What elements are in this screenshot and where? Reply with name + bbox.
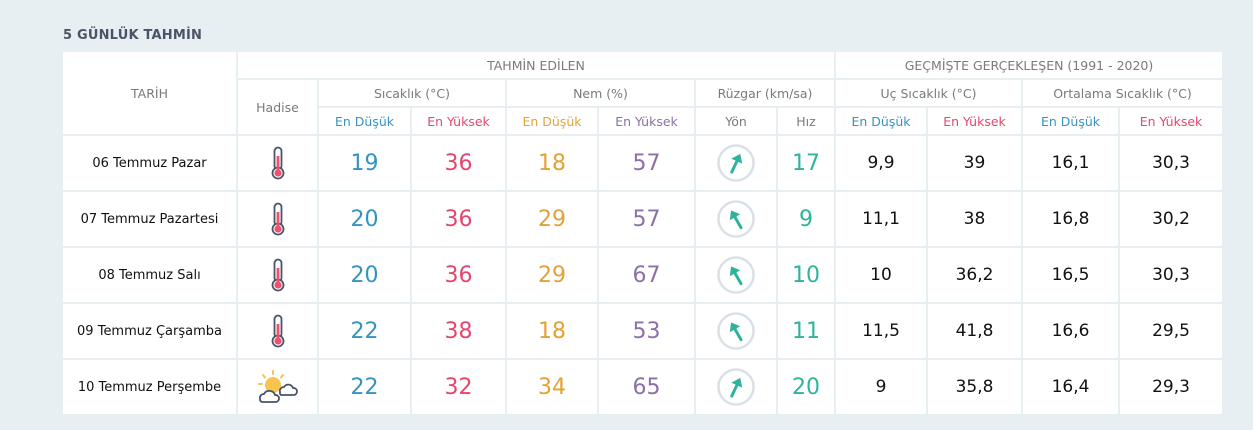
header-avg-max: En Yüksek [1120,108,1222,134]
wind-direction-arrow-icon [717,368,755,406]
humidity-max-cell: 57 [599,192,694,246]
humidity-min-cell: 18 [507,304,597,358]
temp-max-cell: 36 [412,192,505,246]
header-ruzgar: Rüzgar (km/sa) [696,80,834,106]
header-hum-max: En Yüksek [599,108,694,134]
wind-direction-cell [696,360,776,414]
header-avg-min: En Düşük [1023,108,1118,134]
wind-direction-arrow-icon [717,312,755,350]
temp-max-cell: 36 [412,248,505,302]
wind-direction-cell [696,304,776,358]
humidity-max-cell: 57 [599,136,694,190]
humidity-max-cell: 53 [599,304,694,358]
temp-min-cell: 20 [319,248,410,302]
header-tarih: TARİH [63,52,236,134]
thermometer-icon [268,146,288,180]
humidity-min-cell: 29 [507,192,597,246]
header-tahmin-edilen: TAHMİN EDİLEN [238,52,834,78]
weather-cell [238,248,317,302]
extreme-min-cell: 9,9 [836,136,926,190]
thermometer-icon [268,314,288,348]
temp-max-cell: 38 [412,304,505,358]
wind-speed-cell: 9 [778,192,834,246]
wind-direction-cell [696,192,776,246]
weather-cell [238,304,317,358]
wind-direction-arrow-icon [717,256,755,294]
humidity-min-cell: 18 [507,136,597,190]
header-uc-sicaklik: Uç Sıcaklık (°C) [836,80,1021,106]
date-cell: 10 Temmuz Perşembe [63,360,236,414]
avg-min-cell: 16,6 [1023,304,1118,358]
temp-max-cell: 36 [412,136,505,190]
header-yon: Yön [696,108,776,134]
wind-direction-cell [696,136,776,190]
header-extreme-min: En Düşük [836,108,926,134]
header-nem: Nem (%) [507,80,694,106]
humidity-min-cell: 34 [507,360,597,414]
header-temp-max: En Yüksek [412,108,505,134]
temp-min-cell: 20 [319,192,410,246]
header-temp-min: En Düşük [319,108,410,134]
header-ortalama-sicaklik: Ortalama Sıcaklık (°C) [1023,80,1222,106]
extreme-min-cell: 10 [836,248,926,302]
extreme-min-cell: 11,5 [836,304,926,358]
humidity-min-cell: 29 [507,248,597,302]
weather-cell [238,360,317,414]
header-sicaklik: Sıcaklık (°C) [319,80,505,106]
humidity-max-cell: 67 [599,248,694,302]
header-hum-min: En Düşük [507,108,597,134]
avg-min-cell: 16,4 [1023,360,1118,414]
date-cell: 07 Temmuz Pazartesi [63,192,236,246]
avg-min-cell: 16,1 [1023,136,1118,190]
avg-max-cell: 30,3 [1120,136,1222,190]
header-hadise: Hadise [238,80,317,134]
thermometer-icon [268,258,288,292]
header-gecmiste: GEÇMİŞTE GERÇEKLEŞEN (1991 - 2020) [836,52,1222,78]
wind-direction-arrow-icon [717,200,755,238]
header-extreme-max: En Yüksek [928,108,1021,134]
extreme-max-cell: 35,8 [928,360,1021,414]
partly-cloudy-icon [256,370,300,404]
extreme-max-cell: 39 [928,136,1021,190]
extreme-min-cell: 11,1 [836,192,926,246]
avg-max-cell: 30,2 [1120,192,1222,246]
wind-direction-arrow-icon [717,144,755,182]
wind-speed-cell: 17 [778,136,834,190]
thermometer-icon [268,202,288,236]
humidity-max-cell: 65 [599,360,694,414]
avg-min-cell: 16,5 [1023,248,1118,302]
weather-cell [238,192,317,246]
forecast-table: TARİH TAHMİN EDİLEN GEÇMİŞTE GERÇEKLEŞEN… [63,52,1222,414]
extreme-max-cell: 38 [928,192,1021,246]
wind-speed-cell: 20 [778,360,834,414]
avg-max-cell: 29,5 [1120,304,1222,358]
weather-cell [238,136,317,190]
temp-min-cell: 22 [319,360,410,414]
page-title: 5 GÜNLÜK TAHMİN [63,28,203,43]
temp-min-cell: 19 [319,136,410,190]
temp-min-cell: 22 [319,304,410,358]
extreme-max-cell: 41,8 [928,304,1021,358]
date-cell: 06 Temmuz Pazar [63,136,236,190]
wind-direction-cell [696,248,776,302]
temp-max-cell: 32 [412,360,505,414]
wind-speed-cell: 11 [778,304,834,358]
extreme-max-cell: 36,2 [928,248,1021,302]
extreme-min-cell: 9 [836,360,926,414]
date-cell: 08 Temmuz Salı [63,248,236,302]
wind-speed-cell: 10 [778,248,834,302]
date-cell: 09 Temmuz Çarşamba [63,304,236,358]
avg-max-cell: 30,3 [1120,248,1222,302]
header-hiz: Hız [778,108,834,134]
avg-max-cell: 29,3 [1120,360,1222,414]
avg-min-cell: 16,8 [1023,192,1118,246]
